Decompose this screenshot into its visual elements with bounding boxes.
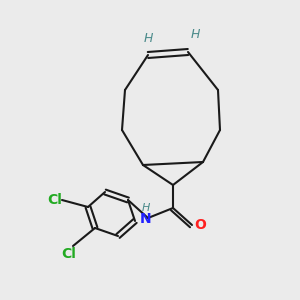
Text: H: H: [142, 203, 150, 213]
Text: Cl: Cl: [61, 247, 76, 261]
Text: H: H: [143, 32, 153, 44]
Text: H: H: [190, 28, 200, 41]
Text: Cl: Cl: [48, 193, 62, 207]
Text: N: N: [140, 212, 152, 226]
Text: O: O: [194, 218, 206, 232]
